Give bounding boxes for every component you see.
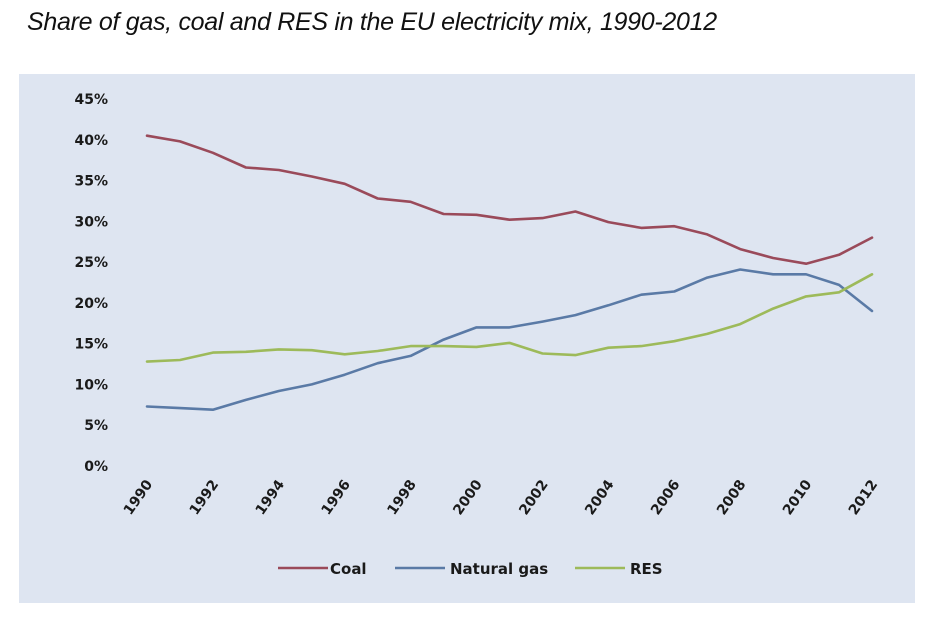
y-tick-label: 20% — [74, 296, 108, 312]
series-line-natural-gas — [145, 268, 874, 412]
x-tick-label: 2002 — [516, 477, 551, 518]
legend-label-natural-gas: Natural gas — [450, 560, 548, 578]
x-tick-label: 2006 — [648, 477, 683, 518]
y-axis: 0% 5% 10% 15% 20% 25% 30% 35% 40% 45% — [74, 92, 108, 475]
series-lines — [145, 134, 874, 412]
y-tick-label: 5% — [84, 418, 108, 434]
y-tick-label: 15% — [74, 337, 108, 353]
x-tick-label: 2008 — [714, 477, 749, 518]
x-tick-label: 1990 — [121, 477, 157, 518]
y-tick-label: 40% — [74, 133, 108, 149]
x-tick-label: 2012 — [846, 477, 881, 518]
chart-panel — [19, 74, 915, 603]
x-axis: 1990 1992 1994 1996 1998 2000 2002 2004 2006 2008… — [121, 477, 881, 518]
legend: Coal Natural gas RES — [278, 560, 663, 578]
x-tick-label: 1994 — [253, 477, 289, 518]
y-tick-label: 30% — [74, 214, 108, 230]
x-tick-label: 2004 — [582, 477, 618, 518]
legend-label-res: RES — [630, 560, 663, 578]
x-tick-label: 2000 — [450, 477, 486, 518]
x-tick-label: 1992 — [187, 477, 222, 518]
y-tick-label: 35% — [74, 174, 108, 190]
y-tick-label: 25% — [74, 255, 108, 271]
y-tick-label: 45% — [74, 92, 108, 108]
x-tick-label: 1996 — [319, 477, 354, 518]
x-tick-label: 1998 — [384, 477, 419, 518]
y-tick-label: 10% — [74, 377, 108, 393]
x-tick-label: 2010 — [780, 477, 816, 518]
legend-label-coal: Coal — [330, 560, 367, 578]
y-tick-label: 0% — [84, 459, 108, 475]
series-line-res — [145, 272, 874, 363]
chart-title: Share of gas, coal and RES in the EU ele… — [27, 8, 717, 36]
series-line-coal — [145, 134, 874, 266]
